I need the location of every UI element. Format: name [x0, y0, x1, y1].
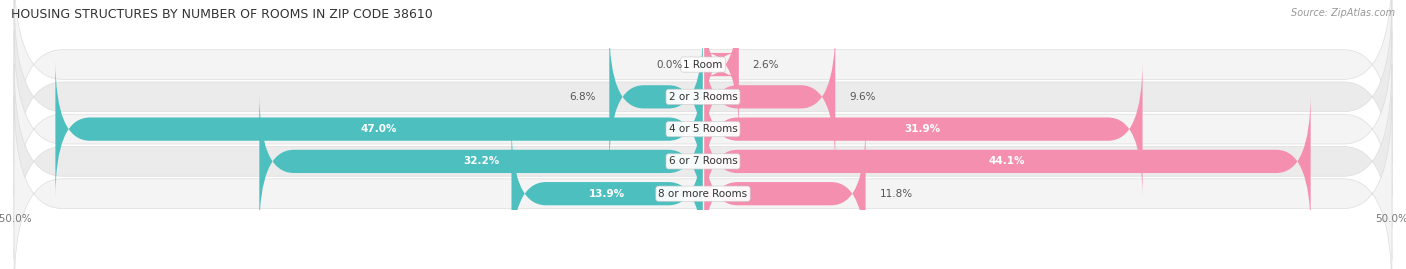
- Text: 32.2%: 32.2%: [463, 156, 499, 167]
- FancyBboxPatch shape: [703, 28, 835, 166]
- FancyBboxPatch shape: [512, 125, 703, 263]
- Text: 6 or 7 Rooms: 6 or 7 Rooms: [669, 156, 737, 167]
- FancyBboxPatch shape: [14, 63, 1392, 260]
- Text: 9.6%: 9.6%: [849, 92, 876, 102]
- FancyBboxPatch shape: [703, 60, 1143, 198]
- Text: 2 or 3 Rooms: 2 or 3 Rooms: [669, 92, 737, 102]
- Text: 11.8%: 11.8%: [879, 189, 912, 199]
- Text: Source: ZipAtlas.com: Source: ZipAtlas.com: [1291, 8, 1395, 18]
- Text: 1 Room: 1 Room: [683, 59, 723, 70]
- Text: 6.8%: 6.8%: [569, 92, 596, 102]
- FancyBboxPatch shape: [609, 28, 703, 166]
- Text: 47.0%: 47.0%: [361, 124, 398, 134]
- Text: 31.9%: 31.9%: [904, 124, 941, 134]
- FancyBboxPatch shape: [55, 60, 703, 198]
- Text: 0.0%: 0.0%: [657, 59, 682, 70]
- FancyBboxPatch shape: [14, 0, 1392, 163]
- FancyBboxPatch shape: [14, 0, 1392, 195]
- FancyBboxPatch shape: [703, 92, 1310, 231]
- Text: 8 or more Rooms: 8 or more Rooms: [658, 189, 748, 199]
- FancyBboxPatch shape: [14, 95, 1392, 269]
- FancyBboxPatch shape: [14, 31, 1392, 227]
- Text: HOUSING STRUCTURES BY NUMBER OF ROOMS IN ZIP CODE 38610: HOUSING STRUCTURES BY NUMBER OF ROOMS IN…: [11, 8, 433, 21]
- FancyBboxPatch shape: [259, 92, 703, 231]
- Text: 4 or 5 Rooms: 4 or 5 Rooms: [669, 124, 737, 134]
- FancyBboxPatch shape: [703, 0, 738, 134]
- Text: 2.6%: 2.6%: [752, 59, 779, 70]
- Text: 44.1%: 44.1%: [988, 156, 1025, 167]
- Text: 13.9%: 13.9%: [589, 189, 626, 199]
- FancyBboxPatch shape: [703, 125, 866, 263]
